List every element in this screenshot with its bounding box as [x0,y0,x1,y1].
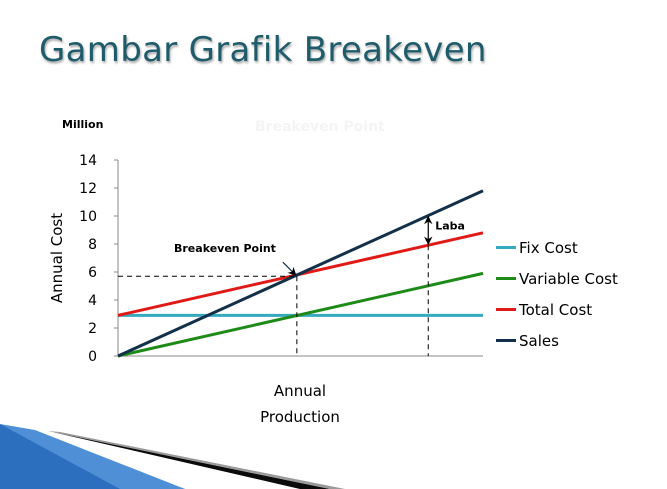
y-tick-label: 10 [79,209,97,225]
slide-title: Gambar Grafik Breakeven [39,30,487,70]
y-tick-label: 6 [88,265,97,281]
x-axis-label: Annual Production [240,378,360,430]
legend-swatch-variable-cost [496,277,516,280]
unit-label: Million [62,118,104,131]
series-line-variable-cost [117,271,484,358]
legend-item-sales: Sales [496,325,618,356]
y-tick-label: 8 [88,237,97,253]
decoration-blue-wedge-light [0,424,185,489]
legend-swatch-fix-cost [496,246,516,249]
legend-label-variable-cost: Variable Cost [519,269,618,288]
legend-swatch-total-cost [496,308,516,311]
breakeven-point-label: Breakeven Point [174,242,276,255]
chart-legend: Fix Cost Variable Cost Total Cost Sales [496,232,618,356]
legend-label-sales: Sales [519,331,559,350]
breakeven-pointer-arrow [282,261,297,276]
y-tick-label: 0 [88,349,97,365]
y-tick-label: 4 [88,293,97,309]
decoration-grey-stripe [48,431,345,489]
y-tick-label: 2 [88,321,97,337]
y-tick-label: 14 [79,153,97,169]
x-axis-label-line-1: Annual [273,382,327,400]
profit-label: Laba [435,220,465,233]
legend-item-fix-cost: Fix Cost [496,232,618,263]
legend-item-variable-cost: Variable Cost [496,263,618,294]
legend-swatch-sales [496,339,516,342]
chart-title: Breakeven Point [255,119,385,135]
x-axis-label-line-2: Production [260,408,340,426]
series-line-sales [117,189,484,358]
legend-label-total-cost: Total Cost [519,300,593,319]
legend-item-total-cost: Total Cost [496,294,618,325]
y-tick-label: 12 [79,181,97,197]
legend-label-fix-cost: Fix Cost [519,238,578,257]
